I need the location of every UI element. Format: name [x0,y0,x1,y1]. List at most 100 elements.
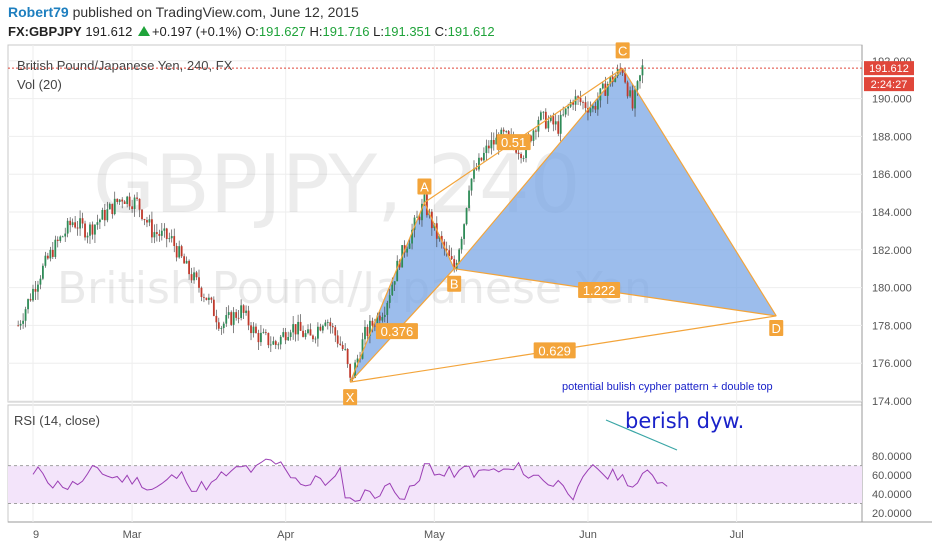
candle-body [51,249,54,257]
candle-body [388,295,391,303]
candle-body [319,326,322,331]
price-tick-label: 186.000 [872,169,912,181]
cypher-pattern-lines[interactable]: X A B C D 0.376 0.51 1.222 0.629 [343,42,784,406]
publication-line: Robert79 published on TradingView.com, J… [8,4,359,20]
candle-body [108,203,111,210]
candle-body [413,217,416,230]
candle-body [517,152,520,154]
candle-body [507,131,510,136]
point-a-label[interactable] [417,178,432,195]
ratio-xd-label[interactable] [533,342,576,359]
candle-body [282,332,285,337]
candle-body [96,222,99,225]
candle-body [423,194,426,204]
candle-body [56,239,59,241]
price-tick-label: 190.000 [872,94,912,106]
point-b-label[interactable] [447,275,462,292]
time-axis[interactable]: 9 Mar Apr May Jun Jul [33,529,744,541]
pattern-leg-xa[interactable] [349,202,425,383]
candle-body [584,102,587,109]
ratio-bd-label[interactable] [578,281,621,298]
candle-body [376,315,379,327]
candle-body [126,196,129,205]
author-link[interactable]: Robert79 [8,4,69,20]
candle-body [383,314,386,318]
ratio-ac-label[interactable] [496,134,531,151]
candle-body [470,178,473,191]
countdown-tag-text: 2:24:27 [871,79,908,91]
candle-body [32,288,34,301]
rsi-tick-label: 60.0000 [872,470,912,482]
candle-body [559,114,562,134]
candle-body [314,338,317,340]
candle-body [312,335,314,340]
candle-body [227,312,230,316]
pattern-leg-bc[interactable] [453,67,624,270]
candle-body [324,322,327,326]
point-d-label[interactable] [769,319,784,336]
high-value: 191.716 [322,24,370,39]
pattern-leg-cd[interactable] [622,68,777,317]
candle-body [629,90,631,97]
chart-header: Robert79 published on TradingView.com, J… [0,0,932,44]
candle-body [386,302,389,315]
candle-body [542,111,545,113]
point-x-label[interactable] [343,389,358,406]
candle-body [89,224,91,236]
candle-body [46,255,49,259]
candle-body [69,220,72,226]
candle-body [601,83,604,89]
time-tick-label: 9 [33,529,39,541]
candle-body [294,324,297,335]
candle-body [369,320,371,336]
ratio-bd-label-text: 1.222 [583,283,616,298]
candle-body [49,249,52,259]
candle-body [128,196,131,207]
candle-body [569,102,572,107]
divergence-annotation: berish dyw. [625,409,744,433]
candle-body [217,322,220,329]
candle-body [564,108,567,115]
candle-body [326,322,329,323]
candle-body [440,235,443,242]
candle-body [396,260,399,282]
candle-body [535,130,537,132]
last-price-tag-text: 191.612 [869,63,909,75]
candle-body [438,235,441,239]
pattern-description: potential bulish cypher pattern + double… [562,381,773,393]
candle-body [453,259,456,270]
candle-body [532,130,535,141]
candle-body [341,344,344,350]
candle-body [292,324,295,333]
close-label: C: [434,24,448,39]
price-axis[interactable]: 192.000190.000188.000186.000184.000182.0… [872,56,912,408]
candle-body [572,102,574,105]
candle-body [309,329,312,336]
divergence-trendline[interactable] [605,419,678,451]
candle-body [222,323,225,329]
candle-body [34,288,37,292]
candle-body [349,364,352,378]
candle-body [245,310,247,313]
candle-body [267,332,270,346]
candle-body [27,299,29,310]
ratio-xb-label[interactable] [375,323,418,340]
candle-body [123,201,126,205]
pattern-leg-ab[interactable] [423,202,455,269]
candle-body [212,299,215,316]
candle-body [163,228,166,231]
candle-body [158,233,161,236]
low-label: L: [373,24,385,39]
candle-body [146,220,148,223]
time-tick-label: May [424,529,445,541]
time-tick-label: Mar [123,529,142,541]
candle-body [168,238,171,240]
candles[interactable] [17,59,644,382]
candle-body [475,168,478,170]
candle-body [373,325,376,327]
point-c-label[interactable] [615,42,630,59]
candle-body [458,249,461,263]
candle-body [188,260,190,275]
point-c-label-text: C [618,43,627,58]
